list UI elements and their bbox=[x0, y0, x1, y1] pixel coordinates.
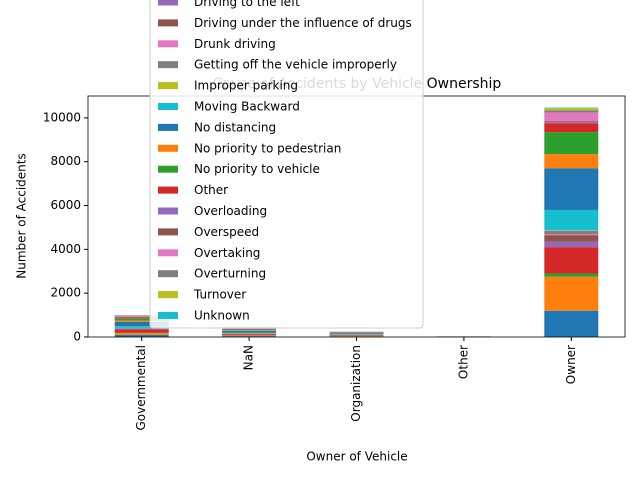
bar-segment bbox=[114, 329, 169, 333]
legend-swatch bbox=[158, 61, 178, 69]
bar-segment bbox=[544, 168, 599, 210]
bar-segment bbox=[114, 328, 169, 330]
bar-segment bbox=[544, 247, 599, 274]
legend-swatch bbox=[158, 186, 178, 194]
bar-segment bbox=[222, 330, 277, 333]
bar-segment bbox=[544, 132, 599, 155]
bar-segment bbox=[114, 317, 169, 319]
legend-swatch bbox=[158, 249, 178, 257]
y-tick-label: 2000 bbox=[50, 286, 81, 300]
bar-segment bbox=[222, 329, 277, 331]
legend-label: Driving under the influence of drugs bbox=[194, 16, 412, 30]
y-tick-label: 6000 bbox=[50, 198, 81, 212]
bar-segment bbox=[329, 333, 384, 335]
legend-label: Overloading bbox=[194, 204, 267, 218]
bar-segment bbox=[222, 334, 277, 336]
bar-segment bbox=[222, 335, 277, 337]
bar-segment bbox=[544, 241, 599, 248]
bar-segment bbox=[114, 315, 169, 317]
bar-segment bbox=[114, 333, 169, 335]
bar-segment bbox=[544, 121, 599, 123]
bar-segment bbox=[114, 320, 169, 322]
y-axis-label: Number of Accidents bbox=[15, 153, 29, 279]
legend-label: Overtaking bbox=[194, 246, 260, 260]
legend-label: Overspeed bbox=[194, 225, 259, 239]
legend-swatch bbox=[158, 144, 178, 152]
bar-segment bbox=[544, 122, 599, 124]
bar-segment bbox=[544, 154, 599, 169]
legend-swatch bbox=[158, 19, 178, 27]
legend-swatch bbox=[158, 228, 178, 236]
bar-segment bbox=[544, 123, 599, 133]
bar-segment bbox=[222, 336, 277, 337]
legend-label: No priority to vehicle bbox=[194, 162, 320, 176]
y-tick-label: 10000 bbox=[43, 110, 81, 124]
bar-segment bbox=[114, 334, 169, 337]
bar-segment bbox=[544, 108, 599, 111]
bar-segment bbox=[544, 110, 599, 113]
legend-swatch bbox=[158, 123, 178, 131]
legend-label: Getting off the vehicle improperly bbox=[194, 58, 397, 72]
legend-swatch bbox=[158, 40, 178, 48]
legend-label: No priority to pedestrian bbox=[194, 141, 341, 155]
legend-swatch bbox=[158, 82, 178, 90]
legend-swatch bbox=[158, 165, 178, 173]
legend-label: Unknown bbox=[194, 309, 250, 323]
bar-segment bbox=[544, 276, 599, 311]
bar-segment bbox=[544, 235, 599, 242]
legend-swatch bbox=[158, 207, 178, 215]
x-tick-label: Owner bbox=[564, 345, 578, 384]
bar-segment bbox=[544, 112, 599, 122]
bar-segment bbox=[329, 335, 384, 336]
legend-swatch bbox=[158, 291, 178, 299]
bar-segment bbox=[544, 310, 599, 337]
x-tick-label: Other bbox=[456, 345, 470, 379]
bar-segment bbox=[544, 230, 599, 235]
bar-segment bbox=[222, 332, 277, 334]
bar-segment bbox=[544, 273, 599, 277]
legend-label: Drunk driving bbox=[194, 37, 276, 51]
y-tick-label: 0 bbox=[73, 330, 81, 344]
legend-label: Overturning bbox=[194, 267, 266, 281]
bar-segment bbox=[114, 321, 169, 327]
legend-label: Improper parking bbox=[194, 79, 298, 93]
x-axis-label: Owner of Vehicle bbox=[306, 450, 407, 464]
legend-label: Turnover bbox=[193, 288, 246, 302]
legend-label: Moving Backward bbox=[194, 100, 300, 114]
bar-segment bbox=[222, 330, 277, 331]
legend-swatch bbox=[158, 270, 178, 278]
legend-label: No distancing bbox=[194, 120, 276, 134]
y-tick-label: 4000 bbox=[50, 242, 81, 256]
legend-label: Driving to the left bbox=[194, 0, 300, 9]
x-tick-label: NaN bbox=[242, 345, 256, 370]
bar-segment bbox=[544, 234, 599, 236]
legend-label: Other bbox=[194, 183, 228, 197]
bar-segment bbox=[544, 209, 599, 231]
bar-segment bbox=[114, 326, 169, 328]
y-tick-label: 8000 bbox=[50, 154, 81, 168]
x-tick-label: Organization bbox=[349, 345, 363, 422]
legend-swatch bbox=[158, 312, 178, 319]
bar-segment bbox=[329, 332, 384, 333]
legend-swatch bbox=[158, 0, 178, 6]
legend-swatch bbox=[158, 103, 178, 110]
x-tick-label: Governmental bbox=[134, 345, 148, 431]
bar-segment bbox=[114, 318, 169, 321]
legend-box bbox=[149, 0, 424, 329]
